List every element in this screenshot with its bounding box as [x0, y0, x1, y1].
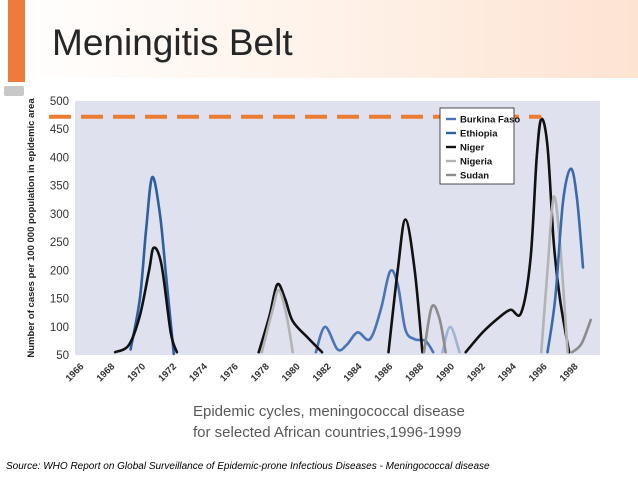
y-tick-label: 150	[50, 294, 69, 306]
chart-caption: Epidemic cycles, meningococcal disease f…	[193, 401, 465, 443]
legend-label: Nigeria	[460, 157, 493, 168]
caption-line-1: Epidemic cycles, meningococcal disease	[193, 403, 465, 420]
x-tick-label: 1980	[280, 361, 303, 384]
series-line-ethiopia	[546, 167, 585, 354]
legend-label: Sudan	[460, 171, 489, 182]
y-tick-label: 250	[50, 237, 69, 249]
x-tick-label: 1998	[558, 361, 581, 384]
y-tick-label: 350	[50, 181, 69, 193]
series-line-burkina-faso	[314, 269, 435, 354]
accent-bar	[8, 0, 25, 82]
x-tick-label: 1970	[125, 361, 148, 384]
y-tick-label: 500	[50, 96, 69, 108]
x-tick-label: 1994	[496, 361, 519, 384]
series-line-sudan	[570, 318, 592, 354]
series-line-niger	[387, 218, 424, 354]
legend-label: Burkina Faso	[460, 115, 520, 126]
plot-area	[75, 101, 600, 355]
legend-label: Niger	[460, 143, 485, 154]
series-line-ethiopia	[129, 175, 176, 356]
series-line-nigeria	[260, 288, 294, 354]
y-tick-label: 400	[50, 152, 69, 164]
x-tick-label: 1966	[64, 361, 87, 384]
series-line-nigeria	[540, 195, 569, 354]
y-tick-label: 50	[56, 350, 69, 362]
x-tick-label: 1978	[249, 361, 272, 384]
x-tick-label: 1982	[311, 361, 334, 384]
x-tick-label: 1986	[372, 361, 395, 384]
x-tick-label: 1992	[465, 361, 488, 384]
series-line-sudan	[422, 304, 447, 354]
y-axis-label: Number of cases per 100 000 population i…	[26, 98, 37, 358]
chart: Number of cases per 100 000 population i…	[26, 96, 600, 384]
slide-title: Meningitis Belt	[52, 22, 293, 63]
x-tick-label: 1968	[95, 361, 118, 384]
title-band	[0, 0, 638, 78]
series-line-niger	[113, 246, 179, 354]
x-tick-label: 1990	[434, 361, 457, 384]
x-tick-label: 1972	[156, 361, 179, 384]
x-tick-label: 1976	[218, 361, 241, 384]
x-tick-label: 1984	[342, 361, 365, 384]
series-line-niger	[257, 282, 324, 354]
x-tick-label: 1988	[403, 361, 426, 384]
x-tick-label: 1974	[187, 361, 210, 384]
legend-label: Ethiopia	[460, 129, 498, 140]
x-tick-label: 1996	[527, 361, 550, 384]
y-tick-label: 300	[50, 209, 69, 221]
slide-marker	[4, 86, 24, 96]
y-tick-label: 450	[50, 124, 69, 136]
source-note: Source: WHO Report on Global Surveillanc…	[6, 461, 490, 472]
y-tick-label: 200	[50, 265, 69, 277]
caption-line-2: for selected African countries,1996-1999	[193, 424, 462, 441]
y-tick-label: 100	[50, 322, 69, 334]
series-line-niger	[464, 117, 571, 354]
